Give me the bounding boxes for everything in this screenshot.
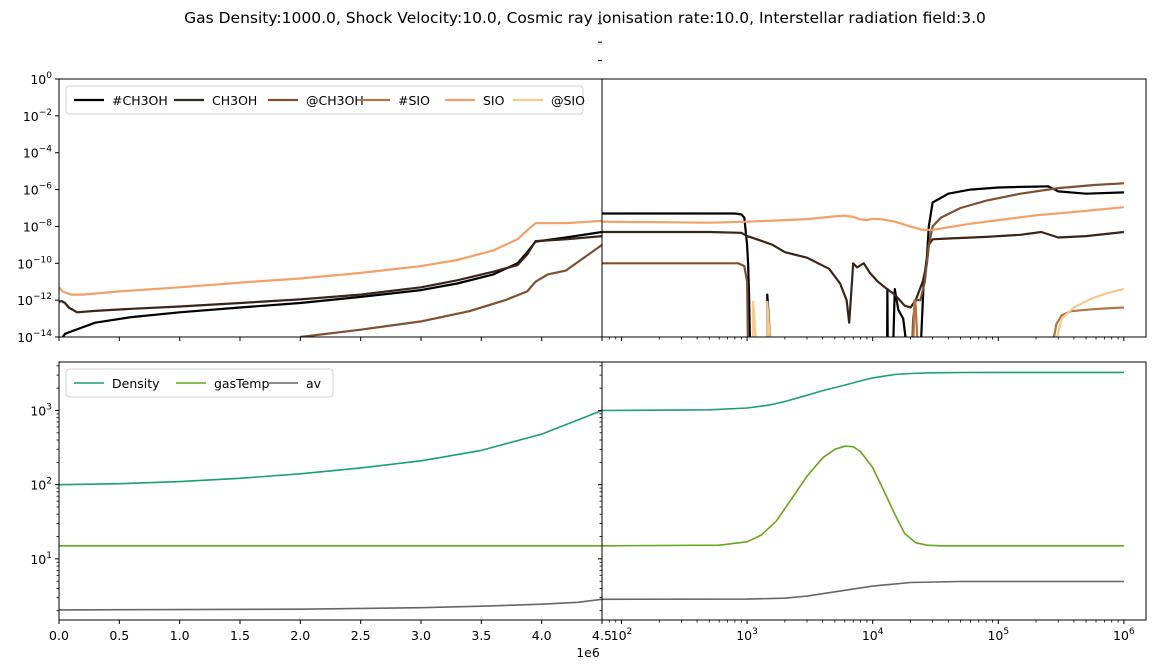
series-line-av <box>602 580 1124 601</box>
series-line-sio <box>59 219 602 296</box>
legend-label: gasTemp <box>214 376 269 391</box>
y-tick-label: 10−4 <box>23 145 52 161</box>
series-line-ch3oh <box>59 235 602 314</box>
series-line-sio <box>752 300 757 337</box>
legend-label: av <box>306 376 322 391</box>
x-tick-label: 104 <box>862 627 884 643</box>
physics-right-panel: 102 103 104 105 106 <box>598 361 1147 643</box>
x-tick-label: 1.0 <box>170 628 190 643</box>
physics-left-panel: 101 102 103 0.0 0.5 1.0 1.5 2.0 2.5 3.0 3.5 4.0 4.5 1… <box>30 361 612 660</box>
x-tick-label: 3.5 <box>471 628 491 643</box>
abundance-right-series <box>602 182 1125 337</box>
x-tick-label: 4.5 <box>592 628 612 643</box>
abundance-right-panel <box>598 23 1147 341</box>
series-line-ch3oh <box>602 230 1125 324</box>
legend-label: #SIO <box>398 93 430 108</box>
physics-left-legend: Density gasTemp av <box>65 368 334 398</box>
x-tick-label: 102 <box>611 627 633 643</box>
x-offset-label: 1e6 <box>576 645 600 660</box>
y-tick-label: 10−12 <box>17 292 52 308</box>
abundance-left-frame <box>58 78 603 338</box>
series-line-sio <box>1055 287 1125 337</box>
x-tick-label: 0.0 <box>49 628 69 643</box>
abundance-right-frame <box>601 78 1147 338</box>
series-line-ch3oh <box>602 212 751 337</box>
series-line-ch3oh <box>911 182 1124 337</box>
x-tick-label: 2.0 <box>290 628 310 643</box>
y-tick-label: 10−14 <box>17 329 52 345</box>
physics-right-frame <box>601 361 1147 621</box>
series-line-sio <box>602 206 1125 231</box>
y-tick-label: 10−2 <box>23 108 52 124</box>
y-tick-label: 10−6 <box>23 182 52 198</box>
series-line-av <box>59 598 602 611</box>
legend-label: @SIO <box>551 93 585 108</box>
physics-right-series <box>602 371 1124 601</box>
abundance-left-legend: #CH3OH CH3OH @CH3OH #SIO SIO @SIO <box>65 85 585 115</box>
legend-label: SIO <box>483 93 505 108</box>
physics-left-series <box>59 409 602 611</box>
x-tick-label: 2.5 <box>351 628 371 643</box>
y-tick-label: 103 <box>30 402 52 418</box>
panels: 10−14 10−12 10−10 10−8 10−6 10−4 10−2 100 #CH3OH… <box>17 23 1147 660</box>
abundance-left-panel: 10−14 10−12 10−10 10−8 10−6 10−4 10−2 100 #CH3OH… <box>17 71 603 345</box>
y-tick-label: 102 <box>30 477 52 493</box>
x-tick-label: 103 <box>736 627 758 643</box>
abundance-left-series <box>59 219 602 337</box>
legend-label: CH3OH <box>212 93 257 108</box>
series-line-density <box>59 409 602 486</box>
legend-label: #CH3OH <box>112 93 168 108</box>
x-tick-label: 4.0 <box>532 628 552 643</box>
y-tick-label: 10−10 <box>17 255 52 271</box>
series-line-sio <box>912 299 919 337</box>
figure-title: Gas Density:1000.0, Shock Velocity:10.0,… <box>184 9 986 27</box>
series-line-gastemp <box>602 445 1124 547</box>
series-line-ch3oh <box>886 287 889 337</box>
series-line-sio <box>766 300 771 337</box>
series-line-ch3oh <box>602 262 749 337</box>
y-tick-label: 10−8 <box>23 218 52 234</box>
x-tick-label: 1.5 <box>230 628 250 643</box>
legend-label: @CH3OH <box>306 93 364 108</box>
y-tick-label: 100 <box>30 71 52 87</box>
y-tick-label: 101 <box>30 551 52 567</box>
series-line-ch3oh <box>892 287 907 337</box>
series-line-ch3oh <box>300 244 602 337</box>
series-line-ch3oh <box>61 230 602 337</box>
legend-label: Density <box>112 376 160 391</box>
x-tick-label: 0.5 <box>109 628 129 643</box>
physics-left-frame <box>58 361 603 621</box>
series-line-sio <box>1052 306 1124 337</box>
x-tick-label: 105 <box>987 627 1009 643</box>
x-tick-label: 3.0 <box>411 628 431 643</box>
x-tick-label: 106 <box>1113 627 1135 643</box>
series-line-density <box>602 371 1124 412</box>
